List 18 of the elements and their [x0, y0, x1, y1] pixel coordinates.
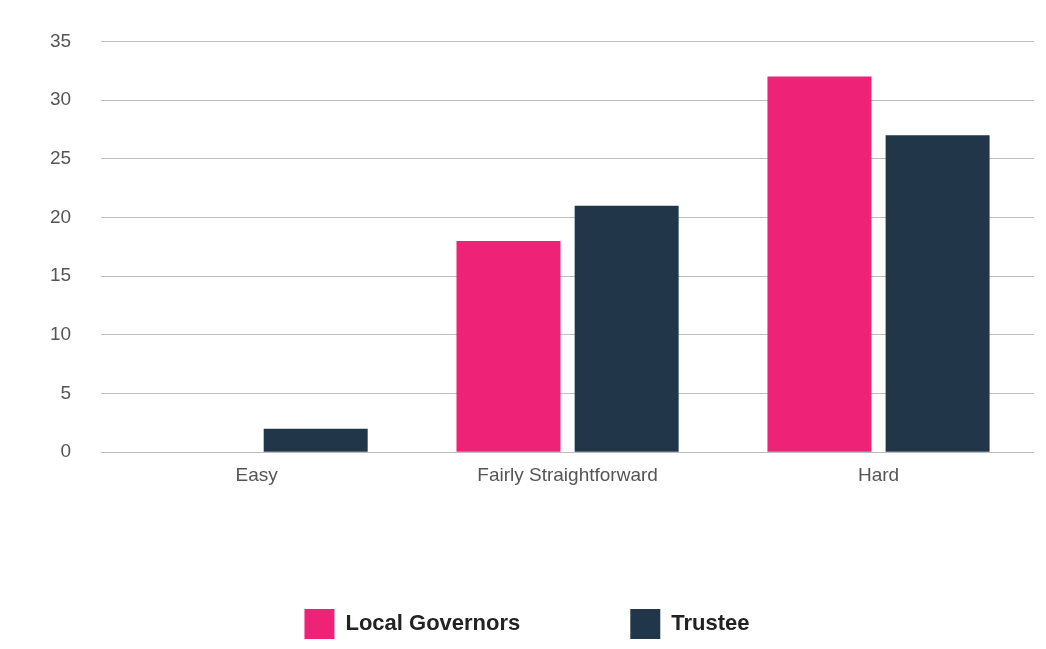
bar: [456, 240, 561, 452]
bar: [885, 135, 990, 452]
x-tick-label: Hard: [857, 463, 900, 485]
bar: [263, 428, 368, 452]
y-tick-label: 15: [49, 264, 72, 286]
bar: [767, 76, 872, 452]
x-tick-label: Easy: [235, 463, 279, 485]
bar: [574, 205, 679, 452]
y-tick-label: 25: [49, 147, 72, 169]
legend-label: Local Governors: [345, 610, 521, 636]
y-tick-label: 0: [60, 440, 72, 462]
y-tick-label: 30: [49, 88, 72, 110]
y-tick-label: 20: [49, 205, 72, 227]
legend-label: Trustee: [671, 610, 750, 636]
x-tick-label: Fairly Straightforward: [477, 463, 658, 485]
y-tick-label: 35: [49, 29, 72, 51]
y-tick-label: 10: [49, 323, 72, 345]
y-tick-label: 5: [60, 381, 72, 403]
